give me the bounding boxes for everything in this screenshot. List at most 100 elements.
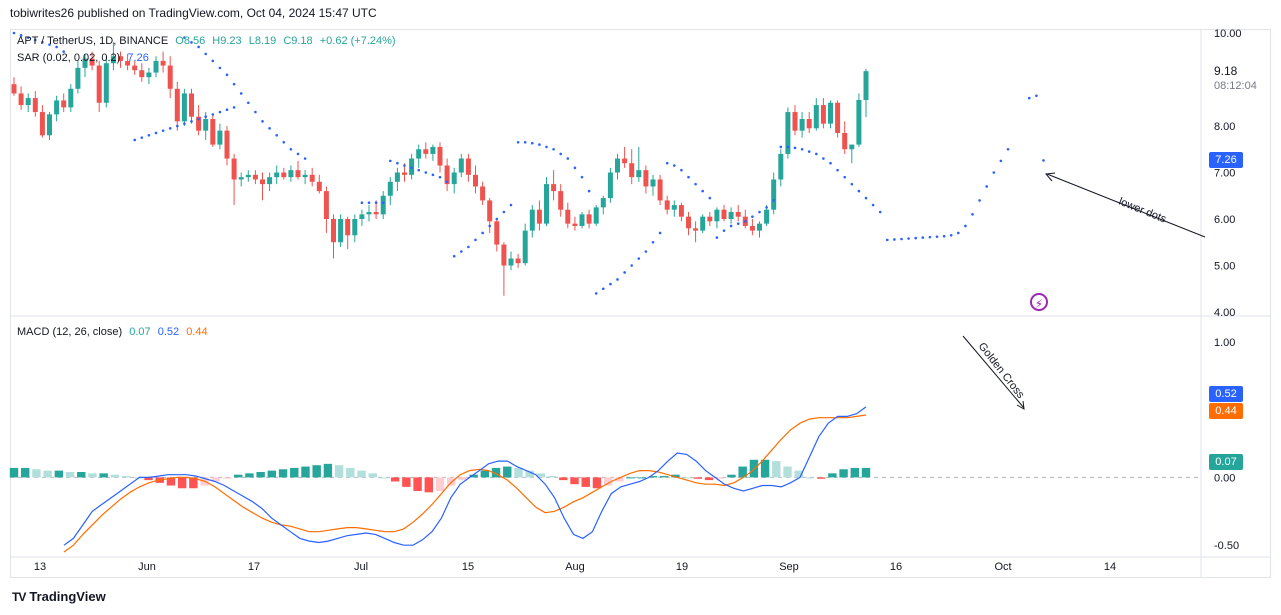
macd-tick-label: -0.50 bbox=[1214, 540, 1239, 552]
sar-dot bbox=[935, 235, 939, 238]
candle-body bbox=[572, 223, 578, 226]
sar-dot bbox=[878, 210, 882, 214]
macd-histogram-bar bbox=[603, 477, 613, 486]
candle-body bbox=[118, 56, 123, 61]
candle-body bbox=[473, 174, 478, 187]
candle-body bbox=[757, 223, 762, 231]
sar-dot bbox=[736, 222, 740, 225]
candle-body bbox=[387, 181, 393, 196]
legend-change: +0.62 (+7.24%) bbox=[319, 35, 396, 47]
sar-dot bbox=[296, 152, 300, 156]
lightning-icon[interactable]: ⚡ bbox=[1030, 293, 1048, 311]
sar-dot bbox=[396, 161, 399, 165]
sar-dot bbox=[161, 129, 165, 132]
candle-body bbox=[487, 200, 493, 222]
macd-histogram-bar bbox=[828, 473, 837, 478]
macd-histogram-bar bbox=[570, 477, 579, 485]
candle-body bbox=[735, 212, 741, 217]
sar-dot bbox=[509, 203, 513, 207]
legend-symbol[interactable]: APT / TetherUS, 1D, BINANCE bbox=[17, 35, 169, 47]
macd-histogram-bar bbox=[301, 466, 310, 478]
sar-dot bbox=[176, 124, 179, 128]
candle-body bbox=[203, 119, 209, 131]
sar-dot bbox=[985, 185, 988, 188]
candle-body bbox=[636, 170, 642, 178]
sar-dot bbox=[381, 201, 385, 205]
sar-dot bbox=[715, 236, 719, 239]
candle-body bbox=[160, 60, 166, 66]
sar-dot bbox=[992, 171, 996, 174]
candle-body bbox=[835, 102, 841, 133]
sar-dot bbox=[389, 159, 392, 163]
sar-dot bbox=[871, 203, 875, 207]
candle-body bbox=[480, 186, 486, 201]
sar-dot bbox=[722, 229, 726, 232]
sar-dot bbox=[154, 131, 158, 135]
sar-dot bbox=[275, 134, 279, 137]
price-tick-label: 6.00 bbox=[1214, 214, 1235, 226]
candle-body bbox=[18, 93, 24, 106]
legend-macd-label[interactable]: MACD (12, 26, close) bbox=[17, 326, 123, 338]
time-tick-label: Aug bbox=[565, 561, 585, 573]
macd-histogram-bar bbox=[144, 477, 153, 481]
candle-body bbox=[75, 67, 81, 89]
sar-dot bbox=[964, 224, 967, 228]
golden-cross-arrowhead bbox=[1016, 400, 1025, 410]
candle-body bbox=[68, 88, 74, 108]
sar-dot bbox=[460, 250, 463, 253]
candle-body bbox=[11, 84, 17, 94]
sar-dot bbox=[566, 157, 570, 160]
macd-histogram-bar bbox=[211, 477, 220, 482]
sar-dot bbox=[225, 108, 229, 112]
candle-body bbox=[551, 184, 557, 192]
sar-dot bbox=[232, 106, 236, 109]
candle-body bbox=[132, 65, 138, 71]
sar-dot bbox=[758, 210, 761, 214]
legend-macd-line: 0.52 bbox=[157, 326, 180, 338]
macd-histogram-bar bbox=[245, 473, 254, 478]
macd-histogram-bar bbox=[861, 467, 871, 478]
macd-histogram-bar bbox=[760, 459, 770, 478]
candle-body bbox=[139, 70, 145, 78]
price-tick-label: 7.00 bbox=[1214, 168, 1235, 180]
macd-histogram-bar bbox=[592, 477, 602, 489]
candle-body bbox=[338, 219, 344, 243]
sar-dot bbox=[445, 180, 449, 184]
sar-dot bbox=[26, 36, 30, 39]
candle-body bbox=[714, 209, 720, 222]
candle-body bbox=[125, 60, 131, 66]
candle-body bbox=[153, 60, 159, 73]
macd-histogram-bar bbox=[413, 477, 422, 491]
macd-histogram-bar bbox=[805, 477, 815, 479]
sar-dot bbox=[665, 161, 669, 165]
sar-dot bbox=[644, 250, 648, 253]
lower-dots-arrow bbox=[1046, 173, 1206, 238]
candle-body bbox=[359, 214, 365, 219]
legend-macd: MACD (12, 26, close) 0.07 0.52 0.44 bbox=[17, 326, 212, 338]
candle-body bbox=[820, 105, 826, 124]
sar-dot bbox=[843, 175, 846, 179]
signal-line bbox=[63, 414, 867, 553]
macd-histogram-bar bbox=[480, 470, 490, 478]
sar-dot bbox=[62, 50, 65, 53]
macd-histogram-bar bbox=[43, 470, 52, 478]
sar-dot bbox=[190, 120, 193, 123]
sar-dot bbox=[701, 189, 704, 193]
legend-sar-label[interactable]: SAR (0.02, 0.02, 0.2) bbox=[17, 52, 121, 64]
sar-dot bbox=[815, 152, 818, 156]
candle-body bbox=[629, 163, 635, 178]
sar-dot bbox=[729, 224, 733, 228]
legend-close: C9.18 bbox=[283, 35, 313, 47]
lower-dots-label: lower dots bbox=[1117, 196, 1168, 226]
candle-body bbox=[189, 93, 194, 117]
time-tick-label: 17 bbox=[248, 561, 260, 573]
sar-dot bbox=[133, 138, 136, 142]
macd-histogram-bar bbox=[850, 467, 859, 478]
candle-body bbox=[693, 228, 699, 231]
macd-histogram-bar bbox=[424, 477, 433, 493]
legend-low: L8.19 bbox=[248, 35, 277, 47]
sar-dot bbox=[914, 236, 917, 240]
sar-dot bbox=[616, 278, 619, 281]
footer-brand[interactable]: TV TradingView bbox=[12, 589, 106, 604]
